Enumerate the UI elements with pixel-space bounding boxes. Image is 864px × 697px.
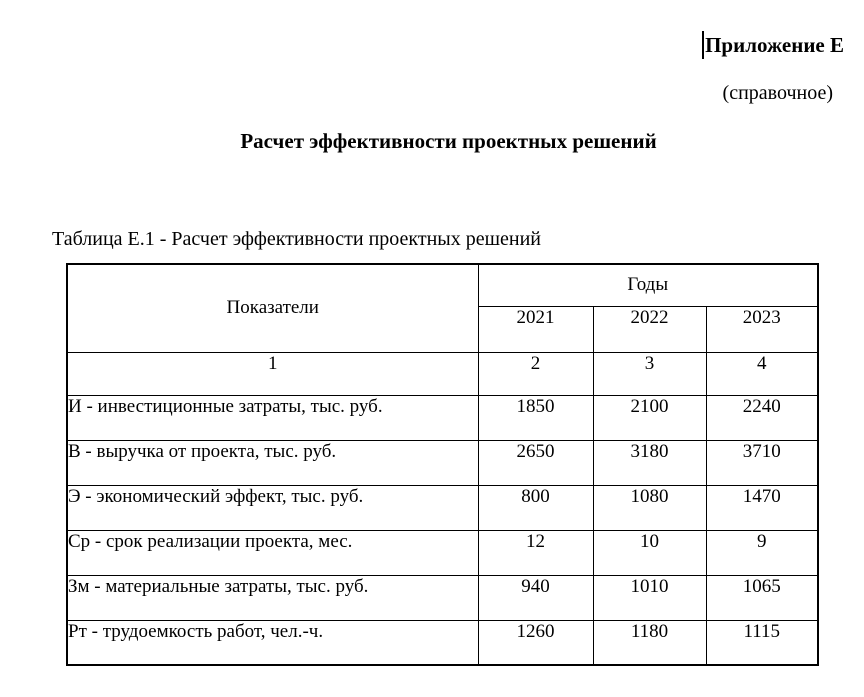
row-value: 2240 <box>705 394 819 441</box>
table-caption: Таблица Е.1 - Расчет эффективности проек… <box>52 228 541 250</box>
header-cell-years-group: Годы <box>477 263 819 307</box>
appendix-heading: Приложение Е <box>705 32 844 57</box>
table-row: Э - экономический эффект, тыс. руб. 800 … <box>66 484 819 531</box>
row-value: 1470 <box>705 484 819 531</box>
numbering-cell: 3 <box>592 351 707 396</box>
row-value: 1180 <box>592 619 707 666</box>
text-cursor <box>702 31 705 59</box>
row-value: 1010 <box>592 574 707 621</box>
row-value: 940 <box>477 574 594 621</box>
row-value: 9 <box>705 529 819 576</box>
column-numbering-row: 1 2 3 4 <box>66 351 819 396</box>
appendix-heading-line: Приложение Е <box>702 31 844 59</box>
row-value: 1080 <box>592 484 707 531</box>
table-row: Зм - материальные затраты, тыс. руб. 940… <box>66 574 819 621</box>
row-value: 10 <box>592 529 707 576</box>
row-value: 800 <box>477 484 594 531</box>
numbering-cell: 4 <box>705 351 819 396</box>
table-header-row-group: Показатели Годы <box>66 263 819 353</box>
header-cell-indicators: Показатели <box>66 263 479 353</box>
row-value: 1850 <box>477 394 594 441</box>
header-cell-year-2021: 2021 <box>477 305 594 353</box>
row-value: 2650 <box>477 439 594 486</box>
effectiveness-table: Показатели Годы 2021 2022 2023 1 2 3 4 И… <box>66 263 820 666</box>
row-value: 3710 <box>705 439 819 486</box>
row-label: И - инвестиционные затраты, тыс. руб. <box>66 394 479 441</box>
row-value: 1065 <box>705 574 819 621</box>
header-cell-year-2022: 2022 <box>592 305 707 353</box>
table-row: Рт - трудоемкость работ, чел.-ч. 1260 11… <box>66 619 819 666</box>
numbering-cell: 1 <box>66 351 479 396</box>
numbering-cell: 2 <box>477 351 594 396</box>
row-value: 1115 <box>705 619 819 666</box>
row-label: Э - экономический эффект, тыс. руб. <box>66 484 479 531</box>
row-label: Зм - материальные затраты, тыс. руб. <box>66 574 479 621</box>
row-label: Рт - трудоемкость работ, чел.-ч. <box>66 619 479 666</box>
table-row: И - инвестиционные затраты, тыс. руб. 18… <box>66 394 819 441</box>
table-header-row-years: 2021 2022 2023 <box>67 305 819 353</box>
row-value: 1260 <box>477 619 594 666</box>
document-title: Расчет эффективности проектных решений <box>240 129 657 153</box>
header-cell-year-2023: 2023 <box>705 305 819 353</box>
row-value: 3180 <box>592 439 707 486</box>
row-value: 2100 <box>592 394 707 441</box>
reference-note: (справочное) <box>722 82 833 104</box>
row-label: В - выручка от проекта, тыс. руб. <box>66 439 479 486</box>
row-label: Ср - срок реализации проекта, мес. <box>66 529 479 576</box>
row-value: 12 <box>477 529 594 576</box>
table-row: В - выручка от проекта, тыс. руб. 2650 3… <box>66 439 819 486</box>
table-row: Ср - срок реализации проекта, мес. 12 10… <box>66 529 819 576</box>
